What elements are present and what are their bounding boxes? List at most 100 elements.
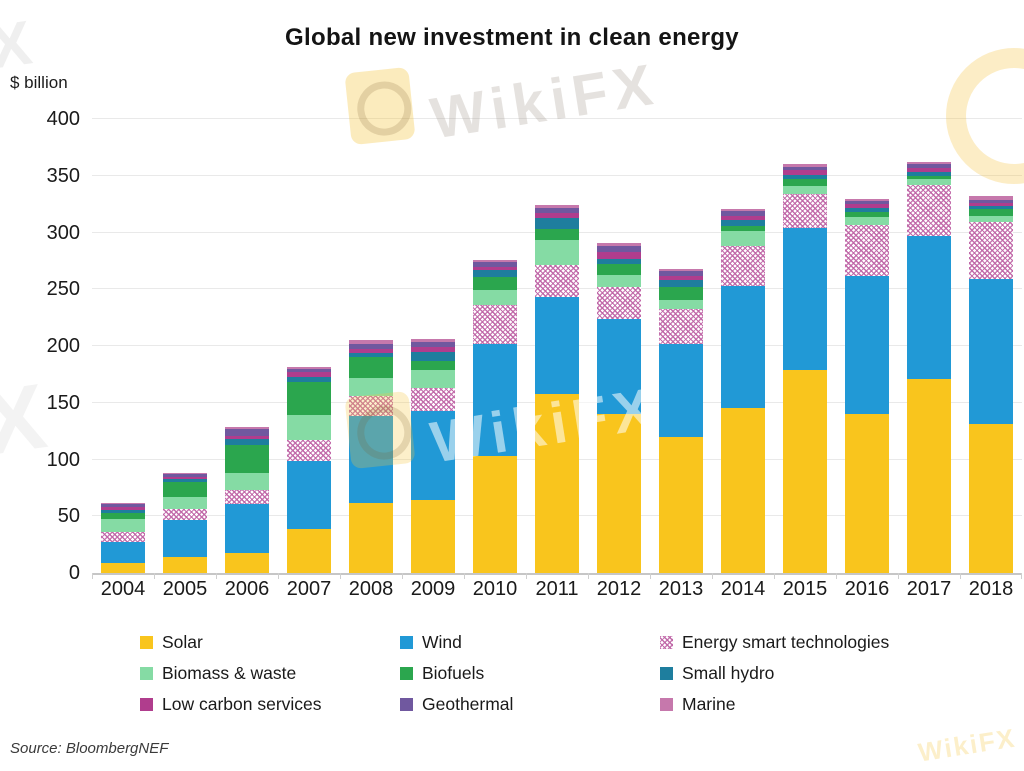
bar-segment bbox=[473, 276, 517, 291]
legend-label: Energy smart technologies bbox=[682, 631, 890, 652]
y-tick-label: 250 bbox=[46, 278, 80, 301]
bar-segment bbox=[597, 274, 641, 288]
x-tick-label: 2007 bbox=[286, 578, 332, 600]
bar-segment bbox=[597, 264, 641, 275]
bar-segment bbox=[473, 270, 517, 277]
bar-segment bbox=[411, 341, 455, 348]
bar-segment bbox=[349, 395, 393, 417]
legend-item-solar: Solar bbox=[140, 630, 203, 654]
bar-segment bbox=[969, 206, 1013, 209]
bar-2017 bbox=[907, 162, 951, 573]
legend-item-energy-smart-technologies: Energy smart technologies bbox=[660, 630, 889, 654]
x-tick-label: 2011 bbox=[535, 578, 579, 600]
bar-segment bbox=[535, 265, 579, 298]
legend-label: Geothermal bbox=[422, 693, 514, 714]
bar-segment bbox=[783, 227, 827, 370]
bar-segment bbox=[597, 414, 641, 573]
bar-segment bbox=[783, 369, 827, 573]
bar-segment bbox=[597, 251, 641, 259]
bar-segment bbox=[721, 246, 765, 286]
x-tick-label: 2012 bbox=[596, 578, 642, 600]
gridline-350 bbox=[92, 174, 1022, 176]
legend-swatch-icon bbox=[660, 635, 673, 649]
gridline-400 bbox=[92, 118, 1022, 119]
bar-segment bbox=[783, 179, 827, 186]
bar-segment bbox=[907, 378, 951, 573]
bar-segment bbox=[101, 532, 145, 543]
bar-segment bbox=[101, 502, 145, 504]
y-tick-label: 350 bbox=[46, 164, 80, 187]
x-tick-mark bbox=[402, 573, 403, 579]
bar-segment bbox=[287, 366, 331, 369]
x-tick-mark bbox=[836, 573, 837, 579]
legend-swatch-icon bbox=[140, 697, 153, 711]
bar-segment bbox=[101, 542, 145, 563]
bar-2015 bbox=[783, 164, 827, 573]
y-tick-label: 0 bbox=[68, 562, 80, 584]
bar-segment bbox=[721, 231, 765, 247]
bar-segment bbox=[783, 193, 827, 228]
bar-segment bbox=[225, 503, 269, 553]
bar-segment bbox=[597, 287, 641, 319]
bar-segment bbox=[473, 305, 517, 344]
chart-title: Global new investment in clean energy bbox=[285, 24, 739, 51]
legend-item-small-hydro: Small hydro bbox=[660, 661, 774, 685]
bar-segment bbox=[473, 456, 517, 573]
bar-segment bbox=[659, 343, 703, 437]
bar-segment bbox=[721, 208, 765, 211]
y-axis-unit-label: $ billion bbox=[10, 73, 68, 92]
bar-segment bbox=[163, 478, 207, 483]
bar-segment bbox=[659, 436, 703, 573]
bar-segment bbox=[225, 426, 269, 429]
legend-swatch-icon bbox=[400, 666, 413, 680]
bar-2008 bbox=[349, 340, 393, 573]
bar-segment bbox=[411, 347, 455, 352]
bar-segment bbox=[659, 268, 703, 272]
bar-segment bbox=[349, 352, 393, 358]
bar-2006 bbox=[225, 426, 269, 573]
bar-segment bbox=[101, 507, 145, 510]
bar-segment bbox=[659, 271, 703, 276]
bar-2005 bbox=[163, 473, 207, 573]
bar-segment bbox=[411, 500, 455, 573]
legend-label: Low carbon services bbox=[162, 693, 322, 714]
bar-segment bbox=[287, 376, 331, 383]
bar-segment bbox=[225, 490, 269, 504]
bar-segment bbox=[783, 174, 827, 180]
bar-segment bbox=[845, 207, 889, 213]
legend-item-geothermal: Geothermal bbox=[400, 692, 513, 716]
bar-segment bbox=[969, 199, 1013, 204]
legend-swatch-icon bbox=[140, 666, 153, 680]
bar-segment bbox=[411, 360, 455, 370]
bar-2007 bbox=[287, 366, 331, 573]
bar-segment bbox=[907, 184, 951, 236]
bar-segment bbox=[101, 503, 145, 508]
x-tick-mark bbox=[278, 573, 279, 579]
bar-segment bbox=[411, 351, 455, 361]
bar-segment bbox=[411, 410, 455, 501]
plot-area bbox=[92, 118, 1022, 579]
bar-segment bbox=[535, 205, 579, 208]
bar-segment bbox=[163, 519, 207, 558]
bar-segment bbox=[101, 518, 145, 533]
bar-segment bbox=[163, 476, 207, 479]
bar-segment bbox=[845, 198, 889, 201]
y-tick-label: 150 bbox=[46, 391, 80, 414]
bar-segment bbox=[163, 474, 207, 477]
bar-segment bbox=[225, 444, 269, 474]
x-tick-mark bbox=[92, 573, 93, 579]
legend-item-marine: Marine bbox=[660, 692, 736, 716]
legend-swatch-icon bbox=[660, 666, 673, 680]
x-tick-mark bbox=[154, 573, 155, 579]
x-tick-label: 2017 bbox=[906, 578, 952, 600]
legend-item-biofuels: Biofuels bbox=[400, 661, 484, 685]
bar-segment bbox=[969, 215, 1013, 223]
x-tick-label: 2010 bbox=[472, 578, 518, 600]
bar-segment bbox=[597, 246, 641, 252]
bar-segment bbox=[659, 308, 703, 344]
bar-segment bbox=[783, 166, 827, 171]
bar-segment bbox=[535, 207, 579, 214]
bar-segment bbox=[473, 290, 517, 306]
x-tick-label: 2005 bbox=[162, 578, 208, 600]
